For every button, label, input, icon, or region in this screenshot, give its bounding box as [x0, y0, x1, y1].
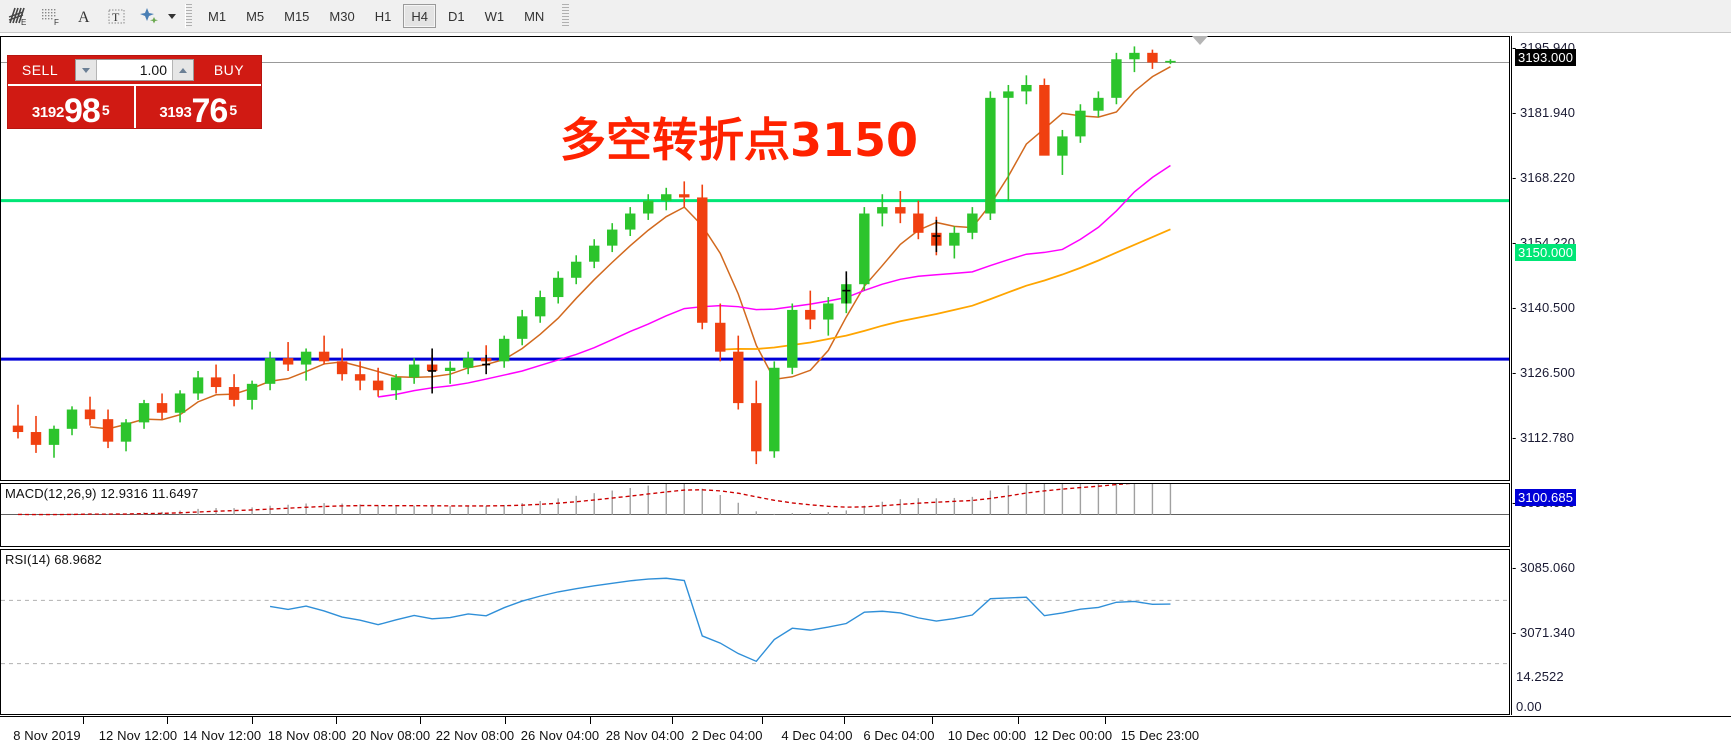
macd-indicator-panel[interactable]	[0, 483, 1510, 547]
timeframe-button-h4[interactable]: H4	[403, 4, 436, 28]
svg-text:T: T	[112, 10, 120, 24]
timeframe-button-m5[interactable]: M5	[246, 8, 265, 24]
price-tick: -3071.340	[1512, 625, 1576, 640]
time-tick	[844, 717, 845, 724]
time-label: 12 Dec 00:00	[1033, 728, 1113, 743]
svg-text:F: F	[54, 18, 59, 26]
price-badge-green: 3150.000	[1515, 244, 1577, 261]
time-label: 22 Nov 08:00	[435, 728, 515, 743]
svg-text:A: A	[78, 9, 90, 26]
time-tick	[932, 717, 933, 724]
timeframe-group: M1 M5 M15 M30 H1 H4 D1 W1 MN	[198, 4, 554, 28]
time-tick	[672, 717, 673, 724]
time-tick	[762, 717, 763, 724]
current-bar-marker-icon	[1192, 36, 1208, 45]
time-tick	[590, 717, 591, 724]
time-label: 8 Nov 2019	[13, 728, 81, 743]
grid-icon[interactable]: F	[35, 2, 66, 30]
time-label: 6 Dec 04:00	[863, 728, 935, 743]
quote-divider-2	[135, 84, 261, 86]
rsi-indicator-panel[interactable]	[0, 549, 1510, 715]
time-label: 28 Nov 04:00	[605, 728, 685, 743]
label-tool-icon[interactable]: T	[101, 2, 132, 30]
price-tick: -3085.060	[1512, 560, 1576, 575]
price-tick: -3140.500	[1512, 300, 1576, 315]
time-label: 18 Nov 08:00	[267, 728, 347, 743]
bid-price-prefix: 3192	[31, 104, 65, 121]
bid-price-main: 98	[64, 91, 101, 130]
time-label: 4 Dec 04:00	[781, 728, 853, 743]
buy-button[interactable]: BUY	[213, 62, 245, 78]
time-label: 26 Nov 04:00	[520, 728, 600, 743]
svg-text:E: E	[21, 18, 26, 26]
volume-increase-button[interactable]	[172, 60, 193, 80]
time-label: 20 Nov 08:00	[351, 728, 431, 743]
timeframe-button-d1[interactable]: D1	[447, 8, 465, 24]
time-tick	[167, 717, 168, 724]
time-label: 15 Dec 23:00	[1120, 728, 1200, 743]
trade-panel-quotes: 3192 98 5 3193 76 5	[8, 84, 261, 128]
time-tick	[1018, 717, 1019, 724]
one-click-trading-panel[interactable]: SELL 1.00 BUY 3192 98 5 3193	[7, 55, 262, 129]
toolbar-separator	[185, 4, 192, 28]
price-tick: -3168.220	[1512, 170, 1576, 185]
volume-decrease-button[interactable]	[76, 60, 97, 80]
rsi-title: RSI(14) 68.9682	[3, 552, 104, 567]
chart-annotation-text: 多空转折点3150	[560, 113, 919, 167]
time-tick	[505, 717, 506, 724]
timeframe-button-m1[interactable]: M1	[208, 8, 227, 24]
objects-dropdown-caret[interactable]	[165, 2, 179, 30]
macd-scale-tick: 0.00	[1516, 699, 1542, 714]
timeframe-button-m30[interactable]: M30	[329, 8, 355, 24]
timeframe-button-mn[interactable]: MN	[524, 8, 545, 24]
ask-quote[interactable]: 3193 76 5	[133, 84, 261, 130]
timeframe-button-m15[interactable]: M15	[284, 8, 310, 24]
timeframe-button-w1[interactable]: W1	[484, 8, 505, 24]
price-badge-blue: 3100.685	[1515, 489, 1577, 506]
ask-price-main: 76	[191, 91, 229, 130]
time-label: 10 Dec 00:00	[947, 728, 1027, 743]
time-tick	[1105, 717, 1106, 724]
volume-stepper[interactable]: 1.00	[75, 59, 194, 81]
time-label: 2 Dec 04:00	[691, 728, 763, 743]
time-tick	[252, 717, 253, 724]
objects-icon[interactable]	[134, 2, 165, 30]
price-tick: -3112.780	[1512, 430, 1575, 445]
macd-scale-tick: 14.2522	[1516, 669, 1564, 684]
time-label: 14 Nov 12:00	[182, 728, 262, 743]
price-tick: -3126.500	[1512, 365, 1576, 380]
time-label: 12 Nov 12:00	[98, 728, 178, 743]
bid-price-fraction: 5	[101, 101, 110, 118]
price-badge-black: 3193.000	[1515, 49, 1577, 66]
sell-button[interactable]: SELL	[21, 62, 59, 78]
time-tick	[336, 717, 337, 724]
toolbar-separator-2	[562, 4, 570, 28]
volume-value[interactable]: 1.00	[139, 62, 167, 78]
indicators-icon[interactable]: E	[2, 2, 33, 30]
text-tool-icon[interactable]: A	[68, 2, 99, 30]
ask-price-fraction: 5	[229, 101, 238, 118]
price-tick: -3181.940	[1512, 105, 1576, 120]
ask-price-prefix: 3193	[159, 104, 192, 121]
trade-panel-top-row: SELL 1.00 BUY	[8, 56, 261, 84]
quote-divider	[8, 84, 134, 86]
timeframe-button-h1[interactable]: H1	[374, 8, 392, 24]
time-scale[interactable]: 8 Nov 2019 12 Nov 12:00 14 Nov 12:00 18 Nov…	[0, 716, 1731, 749]
bid-quote[interactable]: 3192 98 5	[8, 84, 134, 128]
price-scale[interactable]: -3195.940-3181.940-3168.220-3154.220-314…	[1511, 36, 1731, 745]
time-tick	[420, 717, 421, 724]
main-toolbar: E F A T	[0, 0, 1731, 33]
time-tick	[83, 717, 84, 724]
macd-title: MACD(12,26,9) 12.9316 11.6497	[3, 486, 201, 501]
